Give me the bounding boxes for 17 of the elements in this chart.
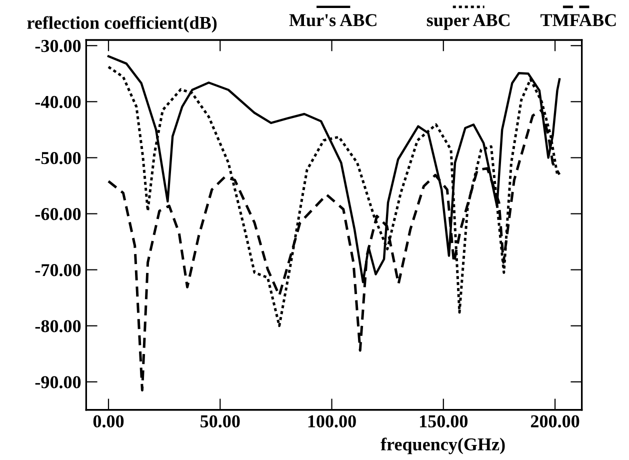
x-axis-title: frequency(GHz) xyxy=(380,438,505,454)
x-tick-label: 50.00 xyxy=(200,415,240,428)
y-tick-label: -60.00 xyxy=(35,208,81,220)
y-tick-label: -70.00 xyxy=(35,264,81,276)
legend-label: TMFABC xyxy=(540,14,616,26)
y-tick-label: -90.00 xyxy=(35,376,81,388)
y-axis-title: reflection coefficient(dB) xyxy=(27,16,217,33)
y-tick-label: -50.00 xyxy=(35,152,81,164)
legend-label: Mur's ABC xyxy=(289,14,376,26)
x-tick-label: 150.00 xyxy=(420,415,468,428)
x-tick-label: 100.00 xyxy=(308,415,356,428)
y-tick-label: -40.00 xyxy=(35,96,81,108)
y-tick-label: -30.00 xyxy=(35,40,81,52)
x-tick-label: 200.00 xyxy=(530,415,580,428)
legend-label: super ABC xyxy=(426,14,510,30)
y-tick-label: -80.00 xyxy=(35,320,81,332)
x-tick-label: 0.00 xyxy=(93,415,124,428)
